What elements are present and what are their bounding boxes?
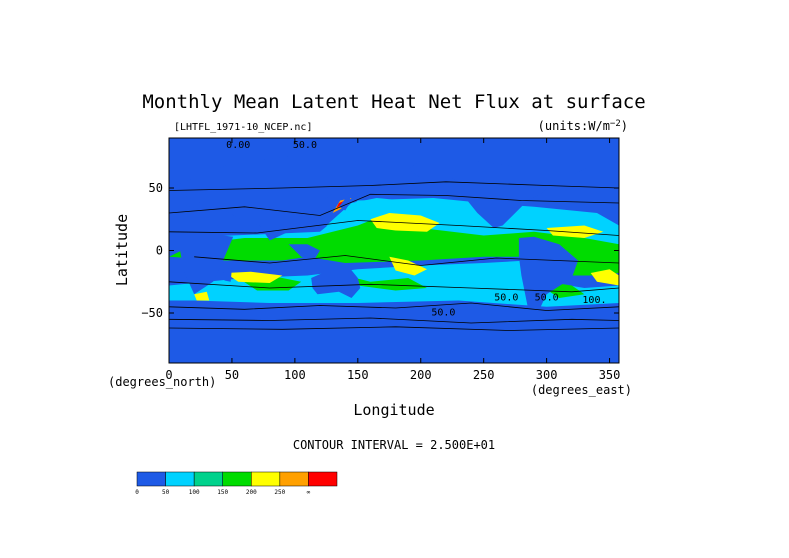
x-tick-label: 250: [473, 368, 495, 382]
y-unit-label: (degrees_north): [108, 375, 216, 389]
contour-label: 100.: [582, 295, 606, 306]
colorbar-tick-label: 250: [274, 489, 285, 496]
contour-lines: [169, 181, 619, 331]
contour-line: [169, 302, 619, 311]
contour-label: 50.0: [431, 308, 455, 319]
land-mass: [518, 236, 579, 316]
x-tick-label: 200: [410, 368, 432, 382]
flux-region: [389, 256, 427, 276]
land-mass: [169, 335, 619, 363]
x-tick-label: 150: [347, 368, 369, 382]
land-mass: [534, 148, 597, 176]
contour-label: 0.00: [226, 140, 250, 151]
flux-field: [169, 148, 619, 363]
colorbar-swatch: [193, 471, 223, 487]
flux-region: [370, 213, 440, 232]
x-tick-label: 350: [599, 368, 621, 382]
land-mass: [169, 204, 234, 295]
colorbar-tick-label: ∞: [307, 489, 311, 496]
land-mass: [223, 268, 232, 282]
colorbar-tick-label: 50: [162, 489, 170, 496]
land-mass: [408, 160, 547, 228]
land-mass: [288, 244, 320, 261]
colorbar-swatch: [279, 471, 309, 487]
contour-label: 50.0: [494, 293, 518, 304]
colorbar-tick-label: 200: [246, 489, 257, 496]
contour-line: [169, 281, 619, 293]
contour-line: [169, 326, 619, 331]
contour-label: 50.0: [293, 140, 317, 151]
colorbar-swatch: [308, 471, 338, 487]
flux-region: [345, 275, 427, 291]
y-tick-label: 0: [156, 244, 163, 258]
colorbar-swatch: [165, 471, 195, 487]
contour-line: [169, 317, 619, 324]
plot-area: 0.00 50.0 50.0 50.0 50.0 100.: [168, 137, 620, 364]
chart-title: Monthly Mean Latent Heat Net Flux at sur…: [142, 91, 645, 113]
contour-line: [169, 193, 619, 216]
flux-region: [194, 291, 210, 301]
contour-labels: 0.00 50.0 50.0 50.0 50.0 100.: [226, 140, 606, 319]
x-tick-label: 300: [536, 368, 558, 382]
land-mass: [169, 155, 396, 241]
x-axis-label: Longitude: [353, 401, 434, 419]
flux-region: [169, 215, 619, 276]
colorbar-swatch: [251, 471, 281, 487]
x-axis: 0 50 100 150 200 250 300 350: [165, 138, 620, 382]
colorbar-tick-label: 150: [217, 489, 228, 496]
units-label: (units:W/m−2): [538, 119, 628, 133]
colorbar-swatch: [222, 471, 252, 487]
flux-region: [590, 269, 619, 286]
land-mass: [338, 195, 352, 211]
flux-region: [326, 198, 402, 226]
x-unit-label: (degrees_east): [531, 383, 632, 397]
x-tick-label: 100: [284, 368, 306, 382]
contour-line: [169, 181, 619, 191]
y-tick-label: −50: [141, 306, 163, 320]
x-tick-label: 50: [225, 368, 239, 382]
y-axis: 50 0 −50: [141, 181, 619, 320]
file-label: [LHTFL_1971-10_NCEP.nc]: [174, 122, 312, 133]
colorbar-swatch: [136, 471, 166, 487]
x-tick-label: 0: [165, 368, 172, 382]
contour-line: [194, 255, 619, 266]
y-axis-label: Latitude: [113, 214, 131, 286]
y-tick-label: 50: [149, 181, 163, 195]
flux-region: [546, 225, 604, 238]
colorbar-tick-label: 100: [189, 489, 200, 496]
land-mass: [311, 265, 361, 298]
contour-label: 50.0: [535, 293, 559, 304]
flux-region: [225, 271, 283, 283]
contour-line: [169, 220, 619, 236]
colorbar: 0 50 100 150 200 250 ∞: [135, 471, 338, 496]
contour-interval-label: CONTOUR INTERVAL = 2.500E+01: [293, 438, 495, 452]
colorbar-tick-label: 0: [135, 489, 139, 496]
